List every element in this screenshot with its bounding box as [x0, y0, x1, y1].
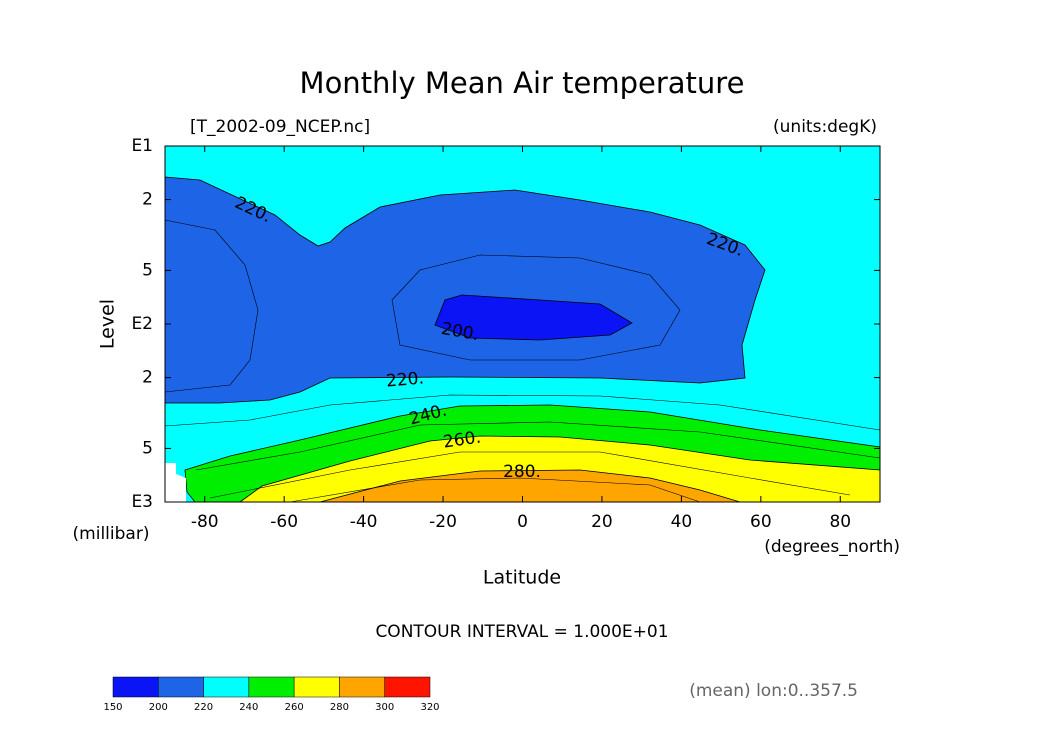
- chart-title: Monthly Mean Air temperature: [300, 66, 745, 100]
- units-label: (units:degK): [773, 117, 877, 137]
- colorbar-label: 200: [149, 702, 168, 713]
- contour-line: [164, 219, 259, 393]
- contour-line: [209, 451, 851, 499]
- contour-line: [195, 421, 881, 471]
- x-tick-label: -40: [350, 512, 378, 532]
- colorbar-label: 300: [375, 702, 394, 713]
- colorbar-label: 280: [330, 702, 349, 713]
- x-tick-label: -80: [191, 512, 219, 532]
- colorbar-box: [339, 676, 385, 698]
- y-axis-label: Level: [97, 299, 119, 349]
- colorbar-box: [158, 676, 204, 698]
- contour-region: [319, 469, 741, 503]
- colorbar-box: [384, 676, 431, 698]
- x-axis-label: Latitude: [483, 567, 561, 589]
- y-tick-label: 5: [142, 438, 153, 458]
- colorbar-box: [112, 676, 159, 698]
- contour-line: [391, 254, 681, 361]
- contour-region: [434, 294, 633, 341]
- colorbar-label: 320: [420, 702, 439, 713]
- x-tick-label: 0: [517, 512, 528, 532]
- contour-region: [164, 176, 766, 404]
- contour-line: [289, 477, 701, 503]
- x-tick-label: 20: [591, 512, 613, 532]
- x-tick-label: 40: [671, 512, 693, 532]
- x-tick-label: -20: [429, 512, 457, 532]
- colorbar-label: 150: [103, 702, 122, 713]
- file-label: [T_2002-09_NCEP.nc]: [190, 117, 370, 137]
- x-tick-label: -60: [270, 512, 298, 532]
- y-tick-label: E3: [131, 492, 153, 512]
- y-tick-label: E2: [131, 314, 153, 334]
- y-tick-label: 2: [142, 190, 153, 210]
- x-tick-label: 60: [750, 512, 772, 532]
- contour-label: 280.: [503, 462, 541, 482]
- contour-label: 220.: [385, 368, 424, 391]
- y-tick-label: 2: [142, 368, 153, 388]
- x-tick-label: 80: [829, 512, 851, 532]
- colorbar-label: 220: [194, 702, 213, 713]
- y-tick-label: 5: [142, 260, 153, 280]
- colorbar-box: [203, 676, 250, 698]
- x-unit: (degrees_north): [764, 537, 900, 557]
- contour-line: [164, 394, 881, 431]
- colorbar-box: [248, 676, 295, 698]
- missing-region: [165, 463, 186, 502]
- colorbar-box: [293, 676, 340, 698]
- note: (mean) lon:0..357.5: [689, 681, 858, 701]
- footer: CONTOUR INTERVAL = 1.000E+01: [375, 622, 668, 642]
- y-unit: (millibar): [73, 524, 150, 544]
- colorbar-label: 260: [285, 702, 304, 713]
- y-tick-label: E1: [131, 136, 153, 156]
- colorbar-label: 240: [239, 702, 258, 713]
